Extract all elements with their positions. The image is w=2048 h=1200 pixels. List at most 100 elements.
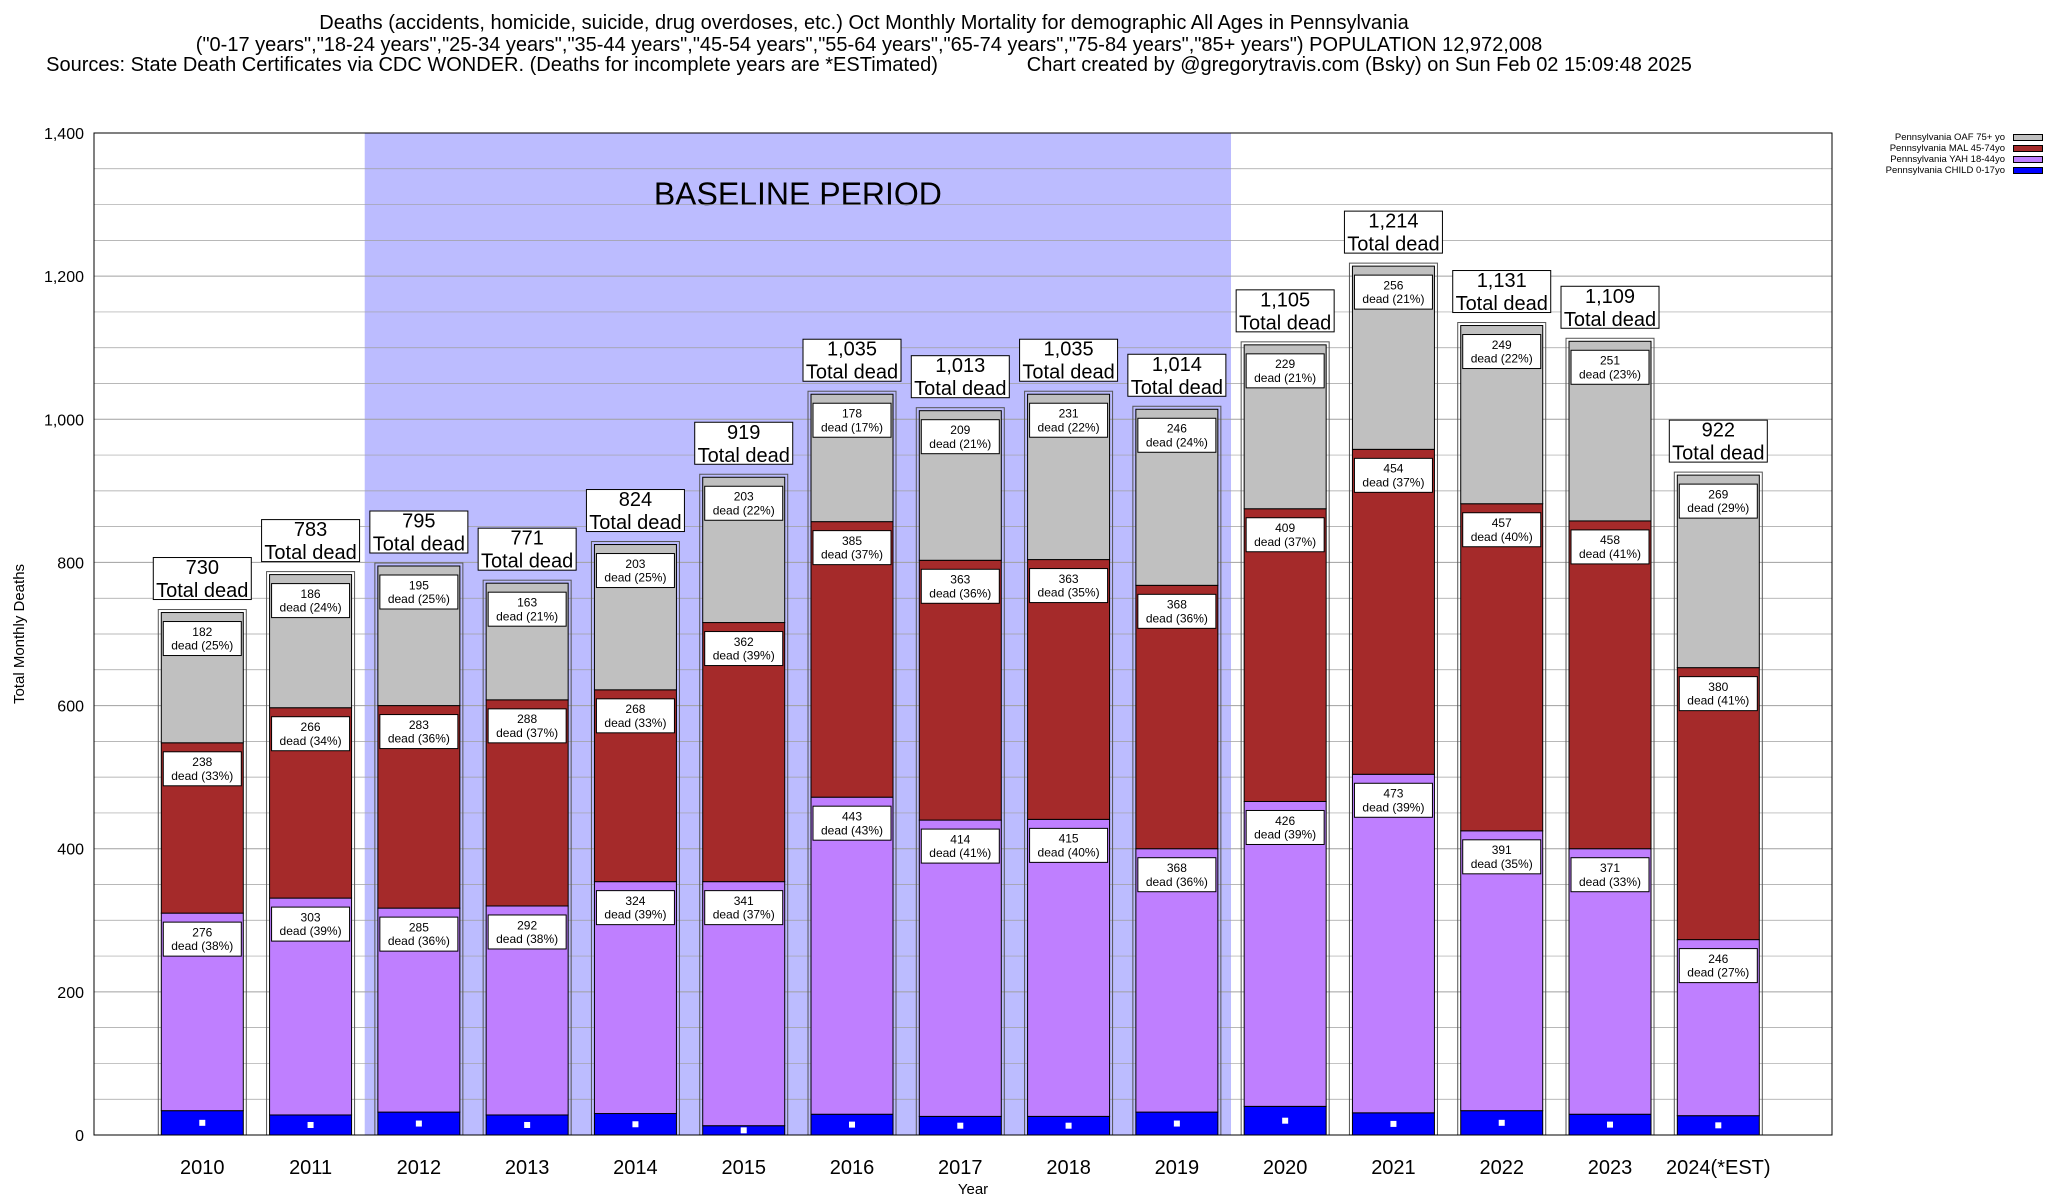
child-marker xyxy=(415,1120,422,1127)
chart-title: Deaths (accidents, homicide, suicide, dr… xyxy=(319,12,1409,34)
bar-segment xyxy=(1460,1110,1544,1136)
data-label: 363 xyxy=(1059,572,1079,586)
data-label-box xyxy=(1029,827,1109,863)
total-label: 1,035 xyxy=(827,339,877,361)
data-label: dead (36%) xyxy=(1146,875,1208,889)
data-label: 415 xyxy=(1059,832,1079,846)
chart-legend: Pennsylvania OAF 75+ yo Pennsylvania MAL … xyxy=(1848,132,2043,176)
total-label-box xyxy=(477,527,577,571)
data-label: dead (22%) xyxy=(713,503,775,517)
data-label-box xyxy=(379,916,459,952)
data-label-box xyxy=(1570,529,1650,565)
total-label: Total dead xyxy=(589,512,681,534)
data-label-box xyxy=(920,419,1000,455)
data-label-box xyxy=(1462,334,1542,370)
data-label: 209 xyxy=(950,423,970,437)
child-marker xyxy=(957,1122,964,1129)
data-label-box xyxy=(812,402,892,438)
x-tick-label: 2022 xyxy=(1479,1157,1524,1179)
data-label: 414 xyxy=(950,832,970,846)
total-label: 783 xyxy=(294,519,327,541)
data-label-box xyxy=(1678,676,1758,712)
child-marker xyxy=(1173,1120,1180,1127)
child-marker xyxy=(1282,1117,1289,1124)
legend-item: Pennsylvania CHILD 0-17yo xyxy=(1848,165,2043,176)
x-tick-label: 2020 xyxy=(1263,1157,1308,1179)
bar-segment xyxy=(1027,818,1111,1117)
data-label: dead (39%) xyxy=(604,908,666,922)
child-marker xyxy=(199,1119,206,1126)
data-label: 457 xyxy=(1492,516,1512,530)
data-label: 178 xyxy=(842,407,862,421)
bar-segment xyxy=(1135,584,1219,850)
data-label-box xyxy=(1029,402,1109,438)
total-label: Total dead xyxy=(1672,443,1764,465)
data-label: dead (41%) xyxy=(1687,694,1749,708)
data-label-box xyxy=(1678,483,1758,519)
data-label: 269 xyxy=(1708,487,1728,501)
data-label: 443 xyxy=(842,809,862,823)
legend-label: Pennsylvania MAL 45-74yo xyxy=(1889,143,2005,154)
total-label: 730 xyxy=(186,557,219,579)
data-label: 195 xyxy=(409,578,429,592)
child-marker xyxy=(307,1121,314,1128)
total-label: Total dead xyxy=(698,445,790,467)
data-label: dead (29%) xyxy=(1687,501,1749,515)
total-label: 922 xyxy=(1702,420,1735,442)
data-label-box xyxy=(379,714,459,750)
data-label-box xyxy=(704,485,784,521)
data-label: dead (39%) xyxy=(1254,828,1316,842)
data-label-box xyxy=(162,751,242,787)
y-axis-label: Total Monthly Deaths xyxy=(11,564,28,704)
y-tick-label: 1,400 xyxy=(44,126,84,143)
y-tick-label: 0 xyxy=(75,1128,84,1145)
total-label: 824 xyxy=(619,489,652,511)
legend-swatch xyxy=(2013,145,2043,152)
total-label: Total dead xyxy=(1131,377,1223,399)
total-label: Total dead xyxy=(1456,293,1548,315)
total-label: 1,214 xyxy=(1368,211,1418,233)
data-label: 409 xyxy=(1275,521,1295,535)
data-label-box xyxy=(1678,948,1758,984)
child-marker xyxy=(1498,1119,1505,1126)
data-label: 292 xyxy=(517,918,537,932)
data-label: dead (27%) xyxy=(1687,966,1749,980)
data-label: dead (41%) xyxy=(1579,547,1641,561)
data-label: dead (38%) xyxy=(171,939,233,953)
bar-segment xyxy=(810,521,894,798)
total-label: Total dead xyxy=(264,542,356,564)
data-label: dead (37%) xyxy=(1254,535,1316,549)
legend-label: Pennsylvania YAH 18-44yo xyxy=(1890,154,2005,165)
data-label: 391 xyxy=(1492,843,1512,857)
bar-segment xyxy=(1460,503,1544,832)
child-marker xyxy=(1715,1122,1722,1129)
data-label-box xyxy=(704,631,784,667)
data-label-box xyxy=(487,914,567,950)
data-label-box xyxy=(1462,839,1542,875)
data-label: dead (40%) xyxy=(1038,845,1100,859)
total-label-box xyxy=(1343,210,1443,254)
bar-segment xyxy=(1135,848,1219,1113)
child-marker xyxy=(632,1121,639,1128)
y-tick-label: 600 xyxy=(57,699,84,716)
child-marker xyxy=(740,1127,747,1134)
y-tick-label: 200 xyxy=(57,985,84,1002)
total-label: 771 xyxy=(510,528,543,550)
data-label-box xyxy=(487,708,567,744)
total-label-box xyxy=(261,519,361,563)
data-label: 186 xyxy=(301,587,321,601)
data-label: 246 xyxy=(1708,952,1728,966)
data-label: 363 xyxy=(950,573,970,587)
legend-item: Pennsylvania OAF 75+ yo xyxy=(1848,132,2043,143)
x-tick-label: 2023 xyxy=(1588,1157,1633,1179)
data-label: 246 xyxy=(1167,422,1187,436)
data-label: 182 xyxy=(192,625,212,639)
data-label: 371 xyxy=(1600,861,1620,875)
total-label: Total dead xyxy=(373,534,465,556)
data-label-box xyxy=(487,591,567,627)
y-tick-label: 1,000 xyxy=(44,412,84,429)
data-label-box xyxy=(379,574,459,610)
data-label: dead (33%) xyxy=(604,716,666,730)
data-label-box xyxy=(1029,568,1109,604)
total-label: 1,014 xyxy=(1152,354,1202,376)
